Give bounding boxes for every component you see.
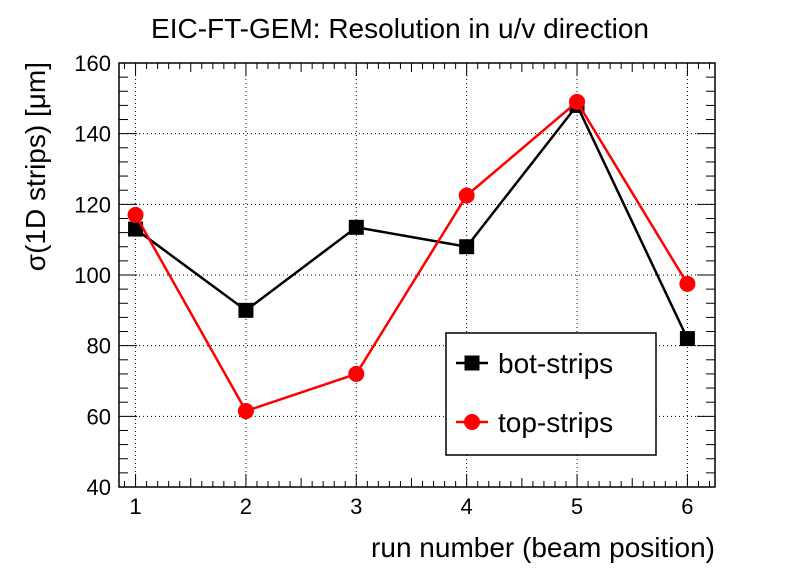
x-tick-label: 2 — [240, 494, 252, 519]
data-point-bot-strips — [679, 331, 695, 347]
x-tick-label: 5 — [571, 494, 583, 519]
data-point-top-strips — [679, 275, 696, 292]
y-tick-label: 60 — [87, 404, 111, 429]
axes: 40 60 80 100 120 140 160 1 2 3 4 5 6 — [74, 51, 716, 519]
data-point-bot-strips — [459, 239, 475, 255]
y-tick-label: 40 — [87, 475, 111, 500]
legend: bot-strips top-strips — [445, 332, 657, 456]
y-tick-label: 160 — [74, 51, 111, 76]
data-point-bot-strips — [238, 302, 254, 318]
y-tick-label: 120 — [74, 192, 111, 217]
x-tick-label: 1 — [129, 494, 141, 519]
y-tick-label: 140 — [74, 122, 111, 147]
series-line-top-strips — [134, 99, 689, 413]
data-point-top-strips — [237, 403, 254, 420]
y-axis-label: σ(1D strips) [μm] — [20, 62, 51, 271]
legend-marker-bot-strips — [464, 355, 480, 371]
y-tick-label: 100 — [74, 263, 111, 288]
data-point-top-strips — [569, 93, 586, 110]
data-point-top-strips — [127, 206, 144, 223]
x-axis-label: run number (beam position) — [371, 532, 715, 563]
data-point-top-strips — [348, 365, 365, 382]
series-line-bot-strips — [134, 103, 689, 340]
y-tick-label: 80 — [87, 334, 111, 359]
data-point-bot-strips — [128, 221, 144, 237]
legend-box — [445, 332, 657, 456]
x-tick-label: 6 — [681, 494, 693, 519]
chart-title: EIC-FT-GEM: Resolution in u/v direction — [151, 13, 649, 44]
data-point-top-strips — [458, 187, 475, 204]
legend-label-bot-strips: bot-strips — [498, 348, 613, 379]
legend-label-top-strips: top-strips — [498, 407, 613, 438]
series — [127, 93, 696, 420]
legend-marker-top-strips — [464, 414, 480, 430]
x-tick-label: 3 — [350, 494, 362, 519]
x-tick-label: 4 — [461, 494, 473, 519]
data-point-bot-strips — [348, 219, 364, 235]
